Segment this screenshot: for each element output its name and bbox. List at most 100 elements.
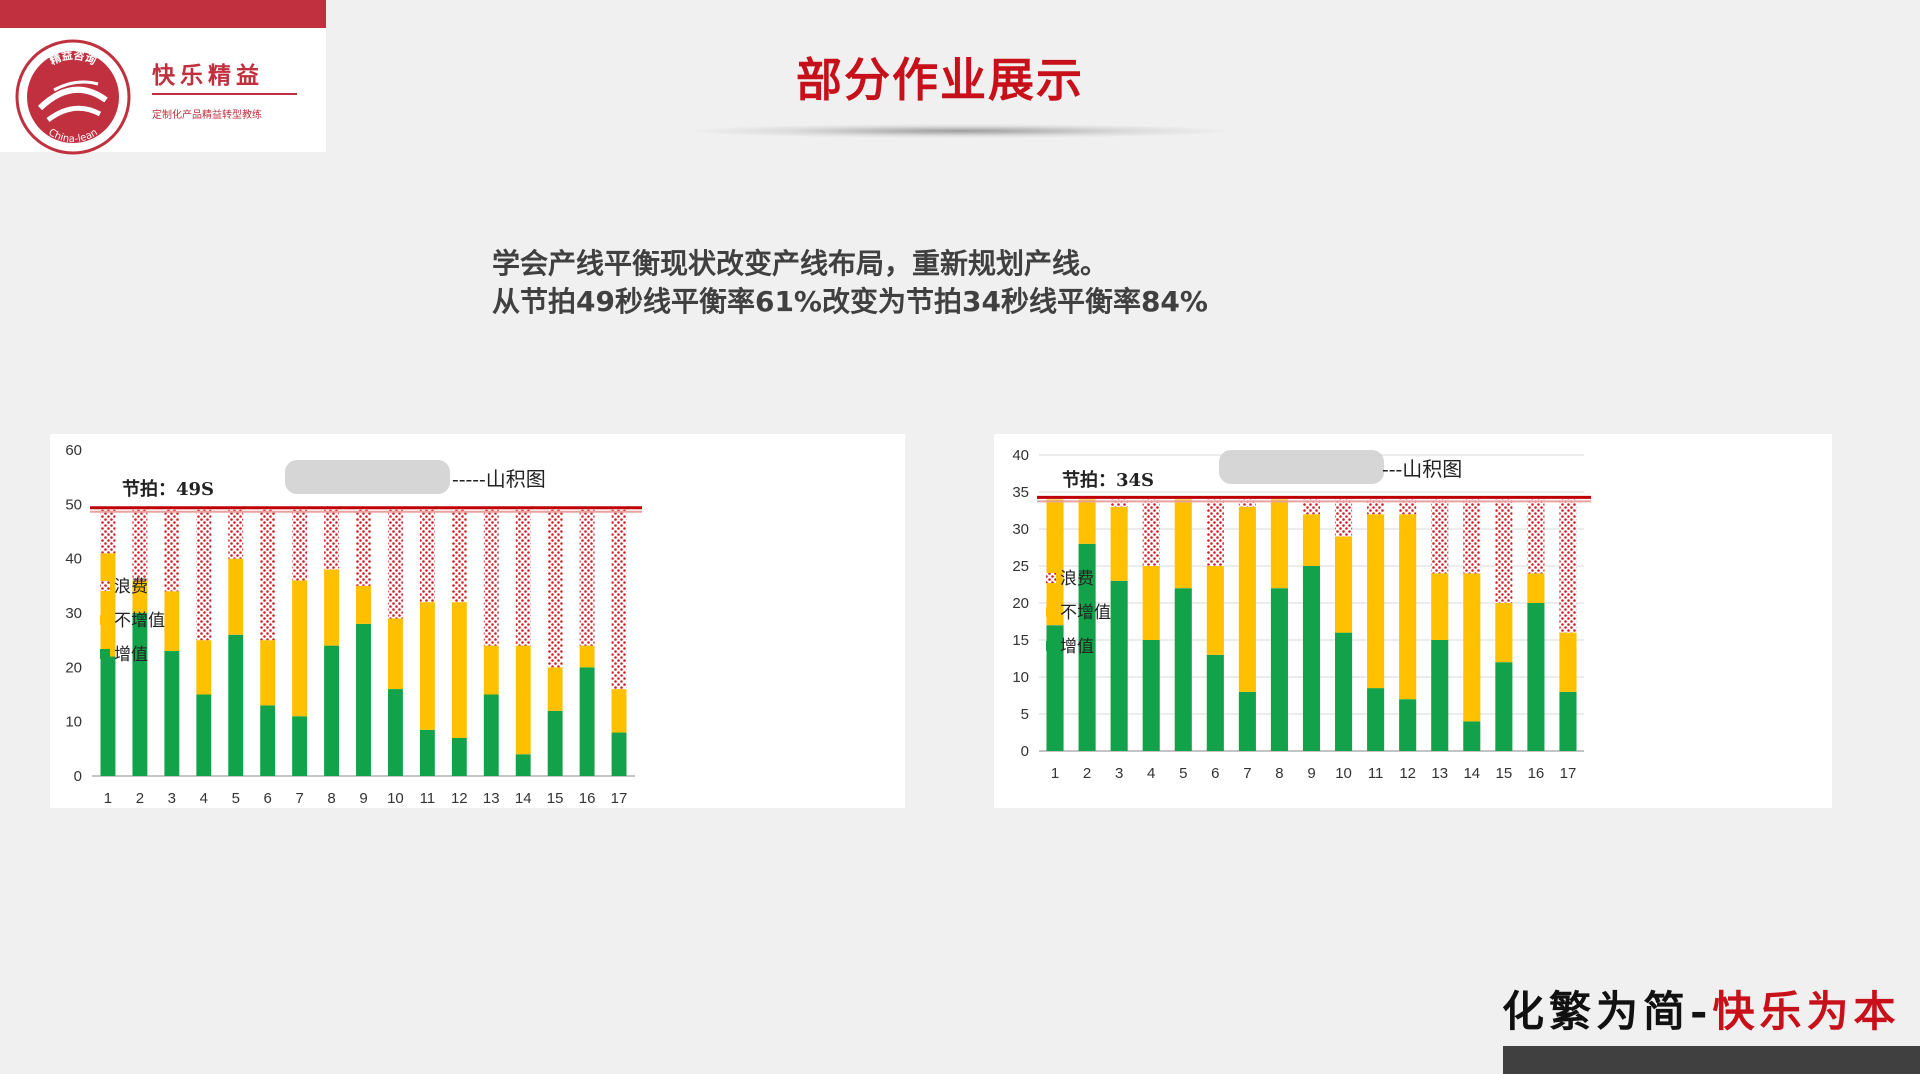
bar-segment-waste <box>1142 499 1160 566</box>
bar-segment-value-added <box>1431 640 1449 751</box>
slogan-separator: - <box>1690 987 1713 1036</box>
bar-segment-non-value-added <box>1110 506 1128 581</box>
x-tick-label: 1 <box>104 790 112 807</box>
bar-segment-waste <box>1399 499 1417 515</box>
redacted-block <box>1219 450 1384 484</box>
x-tick-label: 5 <box>232 790 240 807</box>
x-tick-label: 6 <box>264 790 272 807</box>
y-tick-label: 20 <box>1012 595 1029 612</box>
bar-segment-value-added <box>324 645 340 776</box>
legend-swatch <box>100 615 110 625</box>
slogan-part-2: 快乐为本 <box>1712 987 1901 1036</box>
bar-segment-value-added <box>1110 580 1128 751</box>
x-tick-label: 5 <box>1179 765 1187 782</box>
legend-swatch <box>1046 641 1056 651</box>
description-line-1: 学会产线平衡现状改变产线布局，重新规划产线。 <box>492 247 1109 280</box>
legend-swatch <box>100 581 110 591</box>
x-tick-label: 11 <box>1368 765 1384 782</box>
bar-segment-non-value-added <box>1431 573 1449 640</box>
legend-swatch <box>1046 607 1056 617</box>
x-tick-label: 13 <box>1431 765 1448 782</box>
bar-segment-non-value-added <box>515 645 531 755</box>
chart-before: 0 10 20 30 40 50 60 1 2 3 4 5 6 7 8 9 10 11 12 13 14 15 16 17 节拍… <box>50 434 905 808</box>
bar-segment-waste <box>547 509 563 668</box>
bar-segment-non-value-added <box>1527 573 1545 603</box>
legend-label: 增值 <box>114 645 148 665</box>
bar-segment-non-value-added <box>387 618 403 690</box>
x-tick-label: 8 <box>327 790 335 807</box>
legend-label: 浪费 <box>1060 569 1094 589</box>
y-tick-label: 20 <box>65 659 82 676</box>
x-tick-label: 17 <box>1560 765 1577 782</box>
bar-segment-non-value-added <box>483 645 499 695</box>
bar-segment-non-value-added <box>1399 514 1417 700</box>
bar-segment-waste <box>419 509 435 603</box>
legend-label: 不增值 <box>1060 603 1111 623</box>
x-tick-label: 7 <box>295 790 303 807</box>
bar-segment-value-added <box>1463 721 1481 751</box>
bar-segment-value-added <box>547 710 563 776</box>
bar-segment-value-added <box>1046 625 1064 751</box>
bar-segment-waste <box>356 509 371 586</box>
bar-segment-waste <box>100 509 116 554</box>
y-tick-label: 40 <box>1012 447 1029 464</box>
bar-segment-non-value-added <box>132 580 148 613</box>
bar-segment-non-value-added <box>260 640 276 706</box>
bar-segment-value-added <box>132 613 148 776</box>
bar-segment-waste <box>611 509 627 690</box>
x-tick-label: 14 <box>515 790 532 807</box>
legend-label: 增值 <box>1060 637 1094 657</box>
chart-after: 0 5 10 15 20 25 30 35 40 1 2 3 4 5 6 7 8 9 10 11 12 13 14 15 16 1… <box>994 434 1832 808</box>
x-tick-label: 12 <box>1399 765 1416 782</box>
chart-label: ---山积图 <box>1382 457 1462 481</box>
brand-name: 快乐精益 <box>152 63 264 89</box>
bar-segment-waste <box>1110 499 1128 507</box>
bar-segment-waste <box>292 509 308 581</box>
y-tick-label: 0 <box>1021 743 1029 760</box>
x-tick-label: 3 <box>168 790 176 807</box>
bar-segment-non-value-added <box>100 553 116 657</box>
x-tick-label: 13 <box>483 790 500 807</box>
bar-segment-waste <box>1206 499 1224 566</box>
bar-segment-waste <box>1463 499 1481 574</box>
x-tick-label: 7 <box>1243 765 1251 782</box>
x-tick-label: 11 <box>420 790 436 807</box>
x-tick-label: 1 <box>1051 765 1059 782</box>
bar-segment-non-value-added <box>228 558 244 635</box>
bar-segment-waste <box>1527 499 1545 574</box>
y-tick-label: 60 <box>65 442 82 459</box>
slogan: 化繁为简-快乐为本 <box>1502 978 1900 1039</box>
title-underline-shadow <box>690 124 1230 138</box>
x-tick-label: 16 <box>1528 765 1545 782</box>
bar-segment-non-value-added <box>1046 499 1064 626</box>
x-tick-label: 10 <box>387 790 404 807</box>
takt-label: 节拍：49S <box>122 478 214 500</box>
bar-segment-waste <box>1431 499 1449 574</box>
bar-segment-value-added <box>164 651 180 776</box>
bar-segment-waste <box>579 509 595 646</box>
y-tick-label: 50 <box>65 496 82 513</box>
x-tick-label: 12 <box>451 790 468 807</box>
takt-label: 节拍：34S <box>1062 469 1154 491</box>
bar-segment-value-added <box>1302 566 1321 751</box>
y-tick-label: 10 <box>65 714 82 731</box>
seal-bottom-text: China-lean <box>46 127 99 145</box>
bar-segment-value-added <box>356 623 371 776</box>
bar-segment-non-value-added <box>1367 514 1385 689</box>
bar-segment-non-value-added <box>611 689 627 733</box>
bar-segment-waste <box>324 509 340 570</box>
x-tick-label: 3 <box>1115 765 1123 782</box>
bar-segment-value-added <box>1495 662 1513 751</box>
top-accent-bar <box>0 0 326 28</box>
x-tick-label: 10 <box>1335 765 1352 782</box>
bar-segment-waste <box>196 509 212 641</box>
x-tick-label: 2 <box>1083 765 1091 782</box>
x-tick-label: 6 <box>1211 765 1219 782</box>
bar-segment-waste <box>387 509 403 619</box>
y-tick-label: 10 <box>1012 669 1029 686</box>
bar-segment-waste <box>515 509 531 646</box>
bar-segment-waste <box>228 509 244 559</box>
x-tick-label: 16 <box>579 790 596 807</box>
bar-segment-value-added <box>228 634 244 776</box>
